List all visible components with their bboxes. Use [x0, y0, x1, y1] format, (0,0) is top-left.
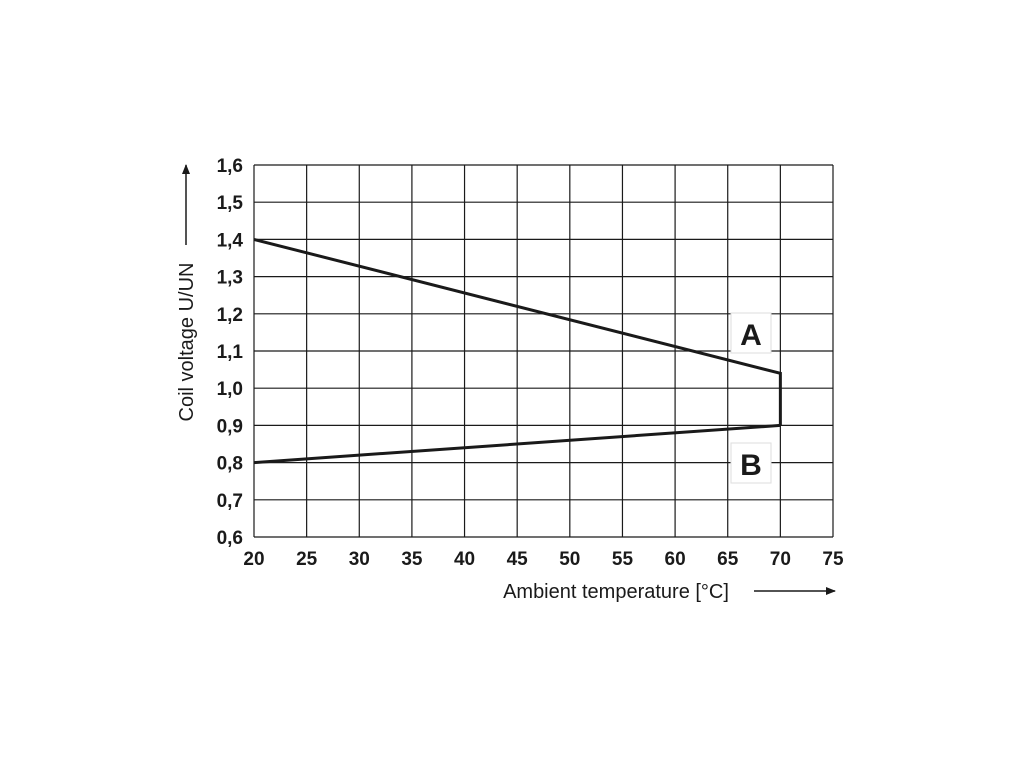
y-tick-label: 1,1 [217, 342, 244, 363]
x-tick-label: 30 [349, 549, 370, 570]
grid [253, 164, 834, 538]
y-tick-label: 0,9 [217, 416, 243, 437]
x-tick-label: 60 [665, 549, 686, 570]
x-tick-label: 40 [454, 549, 475, 570]
series-a-label-box [730, 312, 772, 354]
x-tick-label: 35 [401, 549, 423, 570]
x-tick-label: 50 [559, 549, 580, 570]
y-tick-label: 0,7 [217, 491, 243, 512]
x-tick-label: 65 [717, 549, 739, 570]
y-tick-label: 1,3 [217, 268, 243, 289]
x-tick-label: 25 [296, 549, 318, 570]
series-b-line [253, 423, 781, 465]
x-tick-label: 75 [822, 549, 844, 570]
x-tick-label: 55 [612, 549, 634, 570]
y-axis-ticks: 0,6 0,7 0,8 0,9 1,0 1,1 1,2 1,3 1,4 1,5 1,6 [217, 156, 244, 549]
series-b-label-box [730, 442, 772, 484]
series-lines [253, 237, 782, 465]
x-tick-label: 70 [770, 549, 791, 570]
x-axis-ticks: 20 25 30 35 40 45 50 55 60 65 70 75 [243, 549, 844, 570]
y-tick-label: 0,8 [217, 454, 243, 475]
y-tick-label: 0,6 [217, 528, 243, 549]
x-tick-label: 20 [243, 549, 264, 570]
y-tick-label: 1,5 [217, 193, 244, 214]
y-tick-label: 1,4 [217, 230, 244, 251]
x-tick-label: 45 [507, 549, 529, 570]
series-b-label: B [740, 449, 762, 482]
series-a-label: A [740, 319, 762, 352]
y-tick-label: 1,2 [217, 305, 243, 326]
y-tick-label: 1,6 [217, 156, 243, 177]
series-a-line [253, 237, 782, 426]
y-axis-title: Coil voltage U/UN [176, 263, 198, 422]
y-tick-label: 1,0 [217, 379, 243, 400]
x-axis-title: Ambient temperature [°C] [503, 581, 729, 603]
